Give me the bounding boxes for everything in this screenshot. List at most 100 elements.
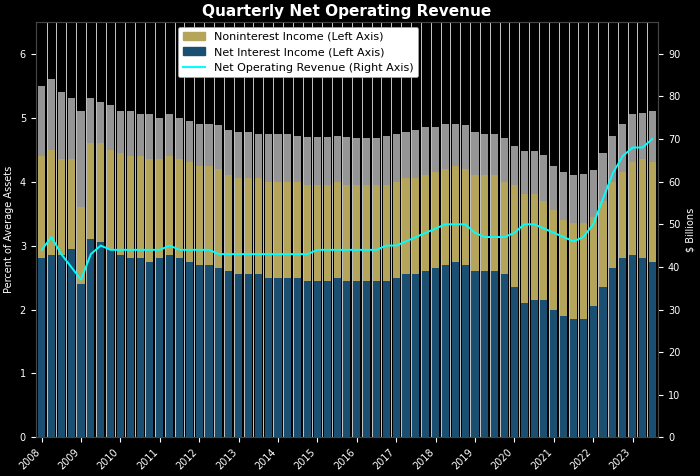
- Bar: [639, 112, 646, 159]
- Bar: [609, 182, 617, 268]
- Bar: [245, 132, 252, 178]
- Bar: [560, 172, 567, 220]
- Bar: [78, 207, 85, 284]
- Bar: [146, 114, 153, 159]
- Bar: [482, 175, 489, 271]
- Bar: [166, 156, 173, 255]
- Bar: [393, 278, 400, 437]
- Bar: [373, 185, 380, 281]
- Bar: [127, 111, 134, 156]
- Bar: [580, 319, 587, 437]
- Bar: [540, 201, 547, 300]
- Bar: [501, 182, 508, 274]
- Bar: [354, 185, 360, 281]
- Bar: [265, 134, 272, 182]
- Bar: [127, 258, 134, 437]
- Bar: [156, 159, 163, 258]
- Bar: [97, 143, 104, 242]
- Bar: [136, 156, 144, 258]
- Bar: [225, 271, 232, 437]
- Bar: [363, 185, 370, 281]
- Bar: [550, 210, 557, 309]
- Bar: [294, 136, 301, 182]
- Bar: [323, 185, 331, 281]
- Bar: [333, 278, 341, 437]
- Bar: [314, 137, 321, 185]
- Bar: [620, 124, 626, 172]
- Bar: [216, 268, 223, 437]
- Bar: [629, 255, 636, 437]
- Bar: [88, 143, 94, 239]
- Bar: [48, 149, 55, 255]
- Bar: [589, 217, 596, 307]
- Bar: [620, 172, 626, 258]
- Bar: [471, 132, 479, 175]
- Bar: [97, 242, 104, 437]
- Bar: [422, 271, 429, 437]
- Bar: [314, 185, 321, 281]
- Bar: [97, 102, 104, 143]
- Bar: [344, 185, 351, 281]
- Bar: [422, 127, 429, 175]
- Bar: [38, 156, 45, 258]
- Bar: [402, 178, 409, 274]
- Bar: [146, 159, 153, 262]
- Bar: [206, 265, 213, 437]
- Bar: [78, 284, 85, 437]
- Bar: [235, 132, 242, 178]
- Bar: [176, 258, 183, 437]
- Bar: [432, 268, 439, 437]
- Bar: [68, 99, 75, 159]
- Bar: [383, 136, 390, 185]
- Y-axis label: $ Billions: $ Billions: [686, 208, 696, 252]
- Bar: [412, 274, 419, 437]
- Bar: [570, 319, 577, 437]
- Bar: [354, 281, 360, 437]
- Bar: [323, 137, 331, 185]
- Bar: [383, 281, 390, 437]
- Bar: [304, 281, 311, 437]
- Bar: [540, 300, 547, 437]
- Bar: [225, 130, 232, 175]
- Bar: [354, 138, 360, 185]
- Bar: [136, 114, 144, 156]
- Bar: [107, 249, 114, 437]
- Bar: [383, 185, 390, 281]
- Bar: [511, 147, 518, 185]
- Bar: [491, 134, 498, 175]
- Bar: [68, 159, 75, 249]
- Bar: [501, 138, 508, 182]
- Bar: [452, 262, 458, 437]
- Bar: [136, 258, 144, 437]
- Bar: [78, 111, 85, 207]
- Bar: [117, 255, 124, 437]
- Bar: [412, 130, 419, 178]
- Bar: [639, 159, 646, 258]
- Bar: [117, 111, 124, 153]
- Bar: [176, 118, 183, 159]
- Bar: [461, 265, 469, 437]
- Bar: [88, 99, 94, 143]
- Bar: [284, 134, 291, 182]
- Bar: [432, 172, 439, 268]
- Bar: [461, 125, 469, 169]
- Bar: [245, 274, 252, 437]
- Bar: [235, 178, 242, 274]
- Bar: [560, 316, 567, 437]
- Bar: [452, 124, 458, 166]
- Bar: [274, 134, 281, 182]
- Bar: [314, 281, 321, 437]
- Title: Quarterly Net Operating Revenue: Quarterly Net Operating Revenue: [202, 4, 491, 19]
- Bar: [609, 136, 617, 182]
- Bar: [442, 169, 449, 265]
- Bar: [432, 127, 439, 172]
- Bar: [225, 175, 232, 271]
- Bar: [186, 162, 193, 262]
- Bar: [58, 255, 65, 437]
- Bar: [531, 194, 538, 300]
- Bar: [540, 155, 547, 201]
- Bar: [491, 271, 498, 437]
- Bar: [599, 153, 607, 201]
- Bar: [274, 278, 281, 437]
- Bar: [333, 136, 341, 182]
